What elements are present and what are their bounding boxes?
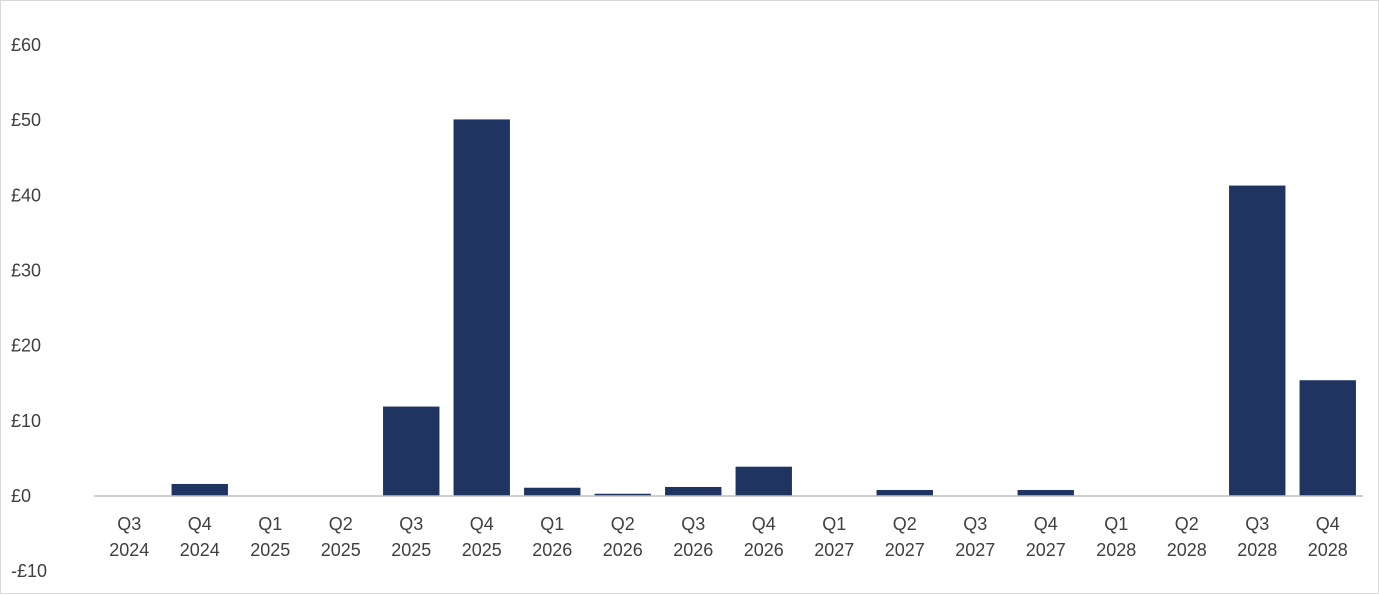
y-tick-label: -£10 — [11, 561, 47, 581]
x-category-year: 2025 — [391, 540, 431, 560]
x-category-year: 2027 — [1026, 540, 1066, 560]
x-category-label: Q4 2025 — [462, 514, 502, 560]
x-category-year: 2025 — [321, 540, 361, 560]
x-category-quarter: Q3 — [117, 514, 141, 534]
x-category-year: 2024 — [109, 540, 149, 560]
x-axis-category-labels: Q3 2024 Q4 2024 Q1 2025 Q2 2025 Q3 2025 Q4 2025 Q1 20… — [109, 514, 1348, 560]
y-tick-label: £10 — [11, 411, 41, 431]
x-category-quarter: Q1 — [258, 514, 282, 534]
x-category-quarter: Q3 — [681, 514, 705, 534]
x-category-quarter: Q2 — [1175, 514, 1199, 534]
x-category-label: Q4 2028 — [1308, 514, 1348, 560]
x-category-year: 2025 — [462, 540, 502, 560]
x-category-label: Q4 2026 — [744, 514, 784, 560]
x-category-quarter: Q2 — [893, 514, 917, 534]
x-category-quarter: Q4 — [1316, 514, 1340, 534]
x-category-year: 2027 — [885, 540, 925, 560]
bar — [1299, 380, 1356, 496]
x-category-quarter: Q3 — [399, 514, 423, 534]
x-category-year: 2026 — [603, 540, 643, 560]
y-tick-label: £60 — [11, 35, 41, 55]
x-category-quarter: Q4 — [188, 514, 212, 534]
x-category-year: 2026 — [673, 540, 713, 560]
y-axis-tick-labels: £60 £50 £40 £30 £20 £10 £0 -£10 — [11, 35, 47, 581]
x-category-quarter: Q4 — [470, 514, 494, 534]
x-category-label: Q1 2028 — [1096, 514, 1136, 560]
x-category-year: 2027 — [955, 540, 995, 560]
x-category-label: Q3 2027 — [955, 514, 995, 560]
x-category-quarter: Q4 — [752, 514, 776, 534]
x-category-year: 2025 — [250, 540, 290, 560]
x-category-quarter: Q1 — [822, 514, 846, 534]
x-category-label: Q3 2024 — [109, 514, 149, 560]
x-category-label: Q3 2026 — [673, 514, 713, 560]
x-category-label: Q2 2027 — [885, 514, 925, 560]
x-category-quarter: Q2 — [611, 514, 635, 534]
x-category-label: Q3 2025 — [391, 514, 431, 560]
x-category-year: 2028 — [1308, 540, 1348, 560]
bar — [1017, 489, 1074, 496]
x-category-quarter: Q3 — [1245, 514, 1269, 534]
bar — [594, 493, 651, 496]
x-category-label: Q1 2027 — [814, 514, 854, 560]
x-category-label: Q2 2026 — [603, 514, 643, 560]
x-category-label: Q2 2025 — [321, 514, 361, 560]
bar — [524, 487, 581, 496]
bar — [876, 489, 933, 496]
x-category-label: Q4 2027 — [1026, 514, 1066, 560]
bar — [383, 406, 440, 496]
x-category-year: 2028 — [1096, 540, 1136, 560]
x-category-label: Q1 2025 — [250, 514, 290, 560]
y-tick-label: £20 — [11, 336, 41, 356]
bar — [1229, 185, 1286, 496]
x-category-quarter: Q2 — [329, 514, 353, 534]
x-category-label: Q4 2024 — [180, 514, 220, 560]
bar — [453, 119, 510, 497]
y-tick-label: £40 — [11, 185, 41, 205]
bar-series — [171, 119, 1356, 497]
bar — [665, 486, 722, 496]
x-category-label: Q3 2028 — [1237, 514, 1277, 560]
x-category-quarter: Q3 — [963, 514, 987, 534]
x-category-year: 2028 — [1167, 540, 1207, 560]
x-category-year: 2027 — [814, 540, 854, 560]
x-category-year: 2026 — [532, 540, 572, 560]
x-category-year: 2026 — [744, 540, 784, 560]
x-category-year: 2028 — [1237, 540, 1277, 560]
x-category-quarter: Q1 — [540, 514, 564, 534]
x-category-quarter: Q4 — [1034, 514, 1058, 534]
y-tick-label: £0 — [11, 486, 31, 506]
x-category-label: Q2 2028 — [1167, 514, 1207, 560]
x-category-year: 2024 — [180, 540, 220, 560]
bar — [171, 483, 228, 496]
x-category-label: Q1 2026 — [532, 514, 572, 560]
x-category-quarter: Q1 — [1104, 514, 1128, 534]
y-tick-label: £50 — [11, 110, 41, 130]
y-tick-label: £30 — [11, 261, 41, 281]
bar — [735, 466, 792, 496]
